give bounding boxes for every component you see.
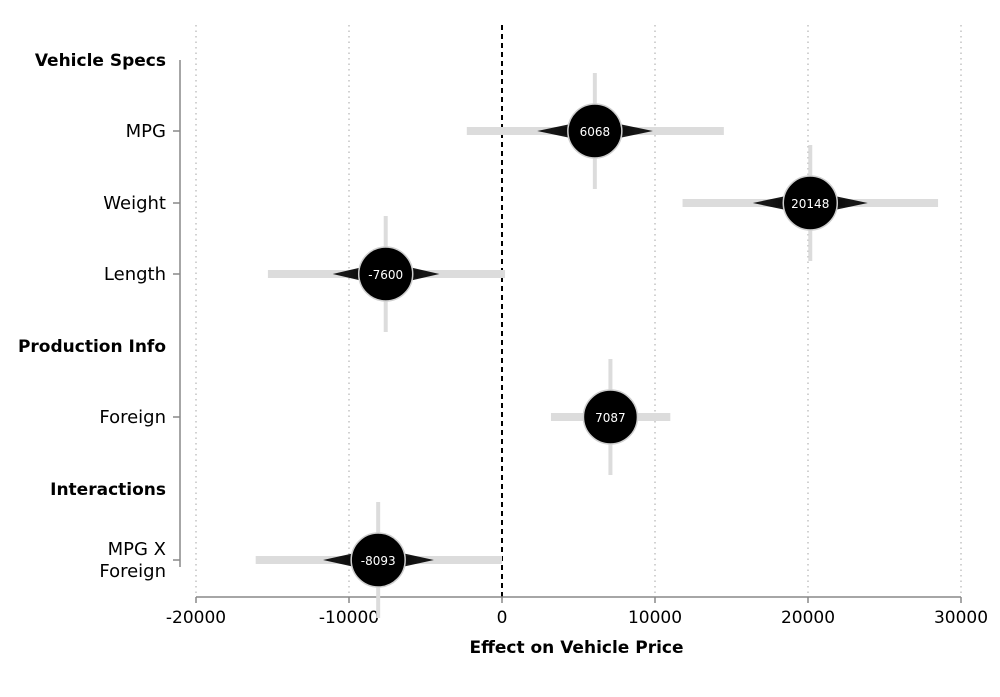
row-label: Foreign	[99, 561, 166, 582]
group-label: Production Info	[18, 337, 166, 357]
row-label: Weight	[103, 193, 166, 214]
x-tick-label: -10000	[319, 608, 379, 628]
row-label: MPG X	[108, 539, 166, 560]
group-label: Interactions	[50, 480, 166, 500]
point-label: 20148	[791, 197, 829, 211]
x-tick-label: -20000	[166, 608, 226, 628]
point-estimate	[357, 246, 414, 302]
x-tick-label: 30000	[934, 608, 988, 628]
point-estimate	[350, 532, 406, 588]
x-tick-label: 20000	[781, 608, 835, 628]
point-estimate	[567, 103, 623, 159]
point-label: 6068	[580, 125, 611, 139]
row-label: Foreign	[99, 407, 166, 428]
x-tick-label: 0	[497, 608, 508, 628]
x-axis-title: Effect on Vehicle Price	[469, 638, 683, 658]
point-label: 7087	[595, 411, 626, 425]
point-label: -8093	[361, 554, 396, 568]
point-label: -7600	[368, 268, 403, 282]
x-tick-label: 10000	[628, 608, 682, 628]
point-estimate	[782, 175, 839, 231]
group-label: Vehicle Specs	[35, 51, 166, 71]
row-label: Length	[104, 264, 166, 285]
row-label: MPG	[126, 121, 166, 142]
point-estimate	[582, 389, 639, 445]
